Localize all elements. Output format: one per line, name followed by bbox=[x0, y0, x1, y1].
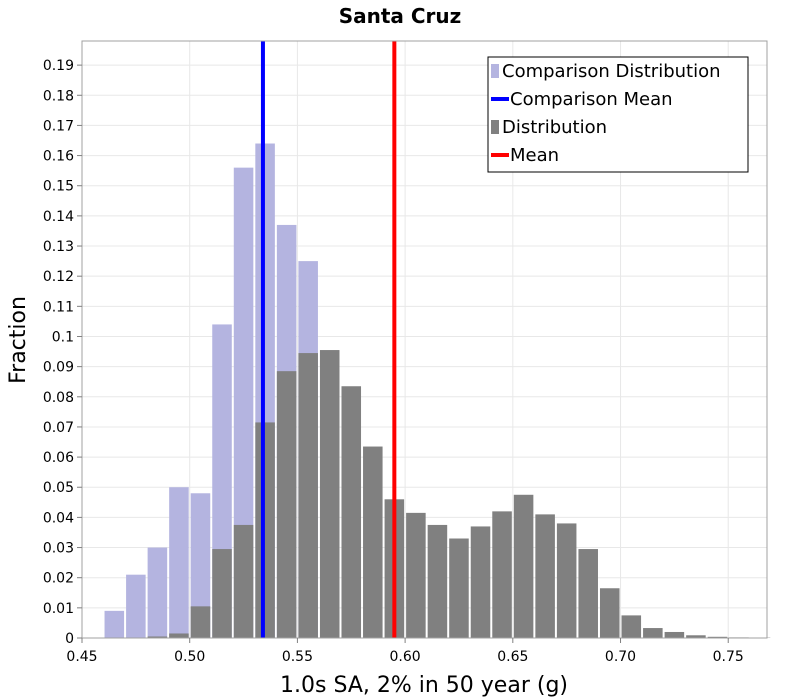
y-tick-label: 0.05 bbox=[43, 480, 74, 496]
legend-box bbox=[487, 56, 749, 173]
distribution-bar bbox=[298, 353, 318, 638]
distribution-bar bbox=[492, 511, 512, 638]
y-tick-label: 0.17 bbox=[43, 118, 74, 134]
y-tick-label: 0.13 bbox=[43, 239, 74, 255]
histogram-bars bbox=[104, 143, 771, 639]
plot-border bbox=[81, 40, 768, 639]
y-tick-label: 0.04 bbox=[43, 510, 74, 526]
distribution-bar bbox=[169, 633, 189, 638]
distribution-bar bbox=[535, 514, 555, 638]
legend-label-mean: Mean bbox=[510, 145, 559, 166]
y-tick-label: 0.09 bbox=[43, 360, 74, 376]
y-tick-label: 0.03 bbox=[43, 541, 74, 557]
y-tick-label: 0.1 bbox=[52, 329, 74, 345]
y-tick-label: 0.06 bbox=[43, 450, 74, 466]
distribution-bar bbox=[212, 549, 232, 638]
distribution-bar bbox=[276, 371, 297, 638]
y-tick-label: 0.02 bbox=[43, 571, 74, 587]
distribution-bar bbox=[427, 524, 448, 638]
distribution-bar bbox=[707, 636, 728, 638]
distribution-bar bbox=[686, 635, 706, 638]
y-tick-label: 0 bbox=[65, 631, 74, 647]
comparison-distribution-bar bbox=[104, 610, 125, 638]
y-tick-label: 0.18 bbox=[43, 88, 74, 104]
distribution-bar bbox=[449, 538, 469, 638]
distribution-bar bbox=[255, 422, 275, 638]
legend-label-distribution: Distribution bbox=[502, 117, 607, 138]
y-tick-label: 0.08 bbox=[43, 390, 74, 406]
distribution-bar bbox=[578, 549, 598, 638]
distribution-bar bbox=[233, 524, 254, 638]
distribution-bar bbox=[664, 631, 685, 638]
comparison-distribution-bar bbox=[233, 167, 254, 639]
y-axis-ticks: 0 0.01 0.02 0.03 0.04 0.05 0.06 0.07 0.08 0.09 0.1… bbox=[43, 58, 82, 647]
mean-lines bbox=[260, 41, 397, 638]
x-tick-label: 0.75 bbox=[713, 649, 744, 665]
distribution-bar bbox=[621, 615, 642, 638]
comparison-distribution-bar bbox=[190, 493, 211, 638]
x-tick-label: 0.60 bbox=[390, 649, 421, 665]
legend-swatch-comparison-distribution bbox=[491, 64, 499, 78]
x-tick-label: 0.65 bbox=[497, 649, 528, 665]
x-tick-label: 0.70 bbox=[605, 649, 636, 665]
distribution-bar bbox=[513, 494, 534, 638]
distribution-bar bbox=[363, 446, 383, 638]
distribution-bar bbox=[406, 512, 426, 638]
legend-label-comparison-distribution: Comparison Distribution bbox=[502, 61, 721, 82]
legend-label-comparison-mean: Comparison Mean bbox=[510, 89, 673, 110]
y-tick-label: 0.01 bbox=[43, 601, 74, 617]
x-tick-label: 0.45 bbox=[66, 649, 97, 665]
y-tick-label: 0.07 bbox=[43, 420, 74, 436]
y-tick-label: 0.19 bbox=[43, 58, 74, 74]
distribution-bar bbox=[319, 350, 340, 638]
legend-swatch-distribution bbox=[491, 120, 499, 134]
distribution-bar bbox=[643, 628, 663, 638]
comparison-distribution-bar bbox=[126, 574, 146, 638]
y-tick-label: 0.12 bbox=[43, 269, 74, 285]
comparison-distribution-bar bbox=[147, 547, 168, 638]
legend: Comparison Distribution Comparison Mean Di… bbox=[487, 56, 749, 173]
y-tick-label: 0.15 bbox=[43, 179, 74, 195]
y-tick-label: 0.11 bbox=[43, 299, 74, 315]
distribution-bar bbox=[470, 526, 491, 638]
x-axis-ticks: 0.45 0.50 0.55 0.60 0.65 0.70 0.75 bbox=[66, 638, 744, 665]
distribution-bar bbox=[147, 636, 168, 638]
y-tick-label: 0.14 bbox=[43, 209, 74, 225]
y-axis-title: Fraction bbox=[6, 296, 31, 384]
distribution-bar bbox=[341, 386, 362, 638]
x-tick-label: 0.55 bbox=[282, 649, 313, 665]
chart-title: Santa Cruz bbox=[339, 4, 462, 28]
distribution-bar bbox=[190, 606, 211, 638]
y-tick-label: 0.16 bbox=[43, 149, 74, 165]
distribution-bar bbox=[556, 523, 577, 638]
comparison-distribution-bar bbox=[169, 487, 189, 638]
x-axis-title: 1.0s SA, 2% in 50 year (g) bbox=[280, 673, 568, 698]
x-tick-label: 0.50 bbox=[174, 649, 205, 665]
distribution-bar bbox=[599, 588, 620, 638]
